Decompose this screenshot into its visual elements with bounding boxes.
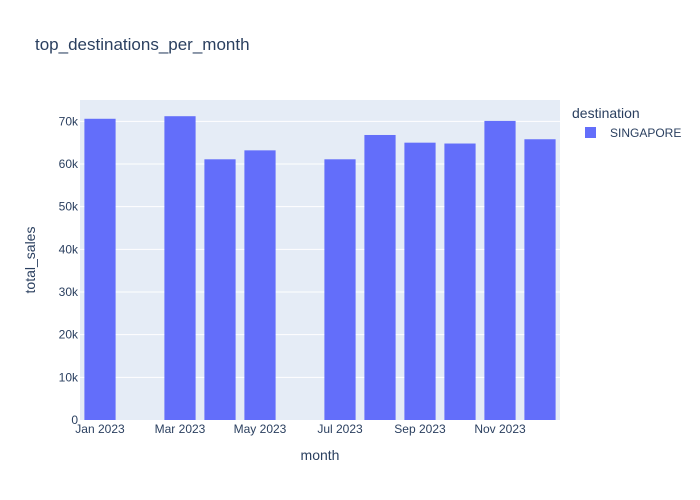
plot-area xyxy=(80,100,560,420)
x-tick-label: Mar 2023 xyxy=(155,422,206,436)
bar-2023-01[interactable] xyxy=(84,118,116,421)
y-tick-label: 60k xyxy=(59,157,79,171)
x-tick-label: Jan 2023 xyxy=(75,422,125,436)
bar-2023-08[interactable] xyxy=(364,134,396,420)
bar-2023-04[interactable] xyxy=(204,159,236,420)
y-tick-label: 50k xyxy=(59,200,79,214)
legend-title: destination xyxy=(572,105,640,121)
x-axis-title: month xyxy=(301,447,340,463)
legend-swatch xyxy=(585,127,596,138)
bar-2023-07[interactable] xyxy=(324,159,356,420)
bar-2023-10[interactable] xyxy=(444,143,476,420)
x-axis-ticks: Jan 2023 Mar 2023 May 2023 Jul 2023 Sep 2023… xyxy=(75,422,526,436)
bar-2023-11[interactable] xyxy=(484,120,516,420)
y-axis-title: total_sales xyxy=(22,227,38,294)
x-tick-label: Sep 2023 xyxy=(394,422,446,436)
y-tick-label: 30k xyxy=(59,285,79,299)
y-axis-ticks: 0 10k 20k 30k 40k 50k 60k 70k xyxy=(59,114,79,427)
y-tick-label: 40k xyxy=(59,242,79,256)
x-tick-label: Jul 2023 xyxy=(317,422,363,436)
y-tick-label: 20k xyxy=(59,328,79,342)
y-tick-label: 0 xyxy=(71,413,78,427)
y-tick-label: 10k xyxy=(59,370,79,384)
legend-item-singapore[interactable]: SINGAPORE xyxy=(610,126,681,140)
chart-title: top_destinations_per_month xyxy=(35,35,250,54)
x-tick-label: May 2023 xyxy=(234,422,287,436)
bar-2023-09[interactable] xyxy=(404,142,436,420)
bar-series-singapore xyxy=(84,116,556,421)
bar-2023-03[interactable] xyxy=(164,116,196,421)
x-tick-label: Nov 2023 xyxy=(474,422,526,436)
bar-2023-05[interactable] xyxy=(244,150,276,420)
y-tick-label: 70k xyxy=(59,114,79,128)
legend[interactable]: destination SINGAPORE xyxy=(572,105,681,140)
gridlines xyxy=(80,120,560,378)
bar-2023-12[interactable] xyxy=(524,139,556,420)
